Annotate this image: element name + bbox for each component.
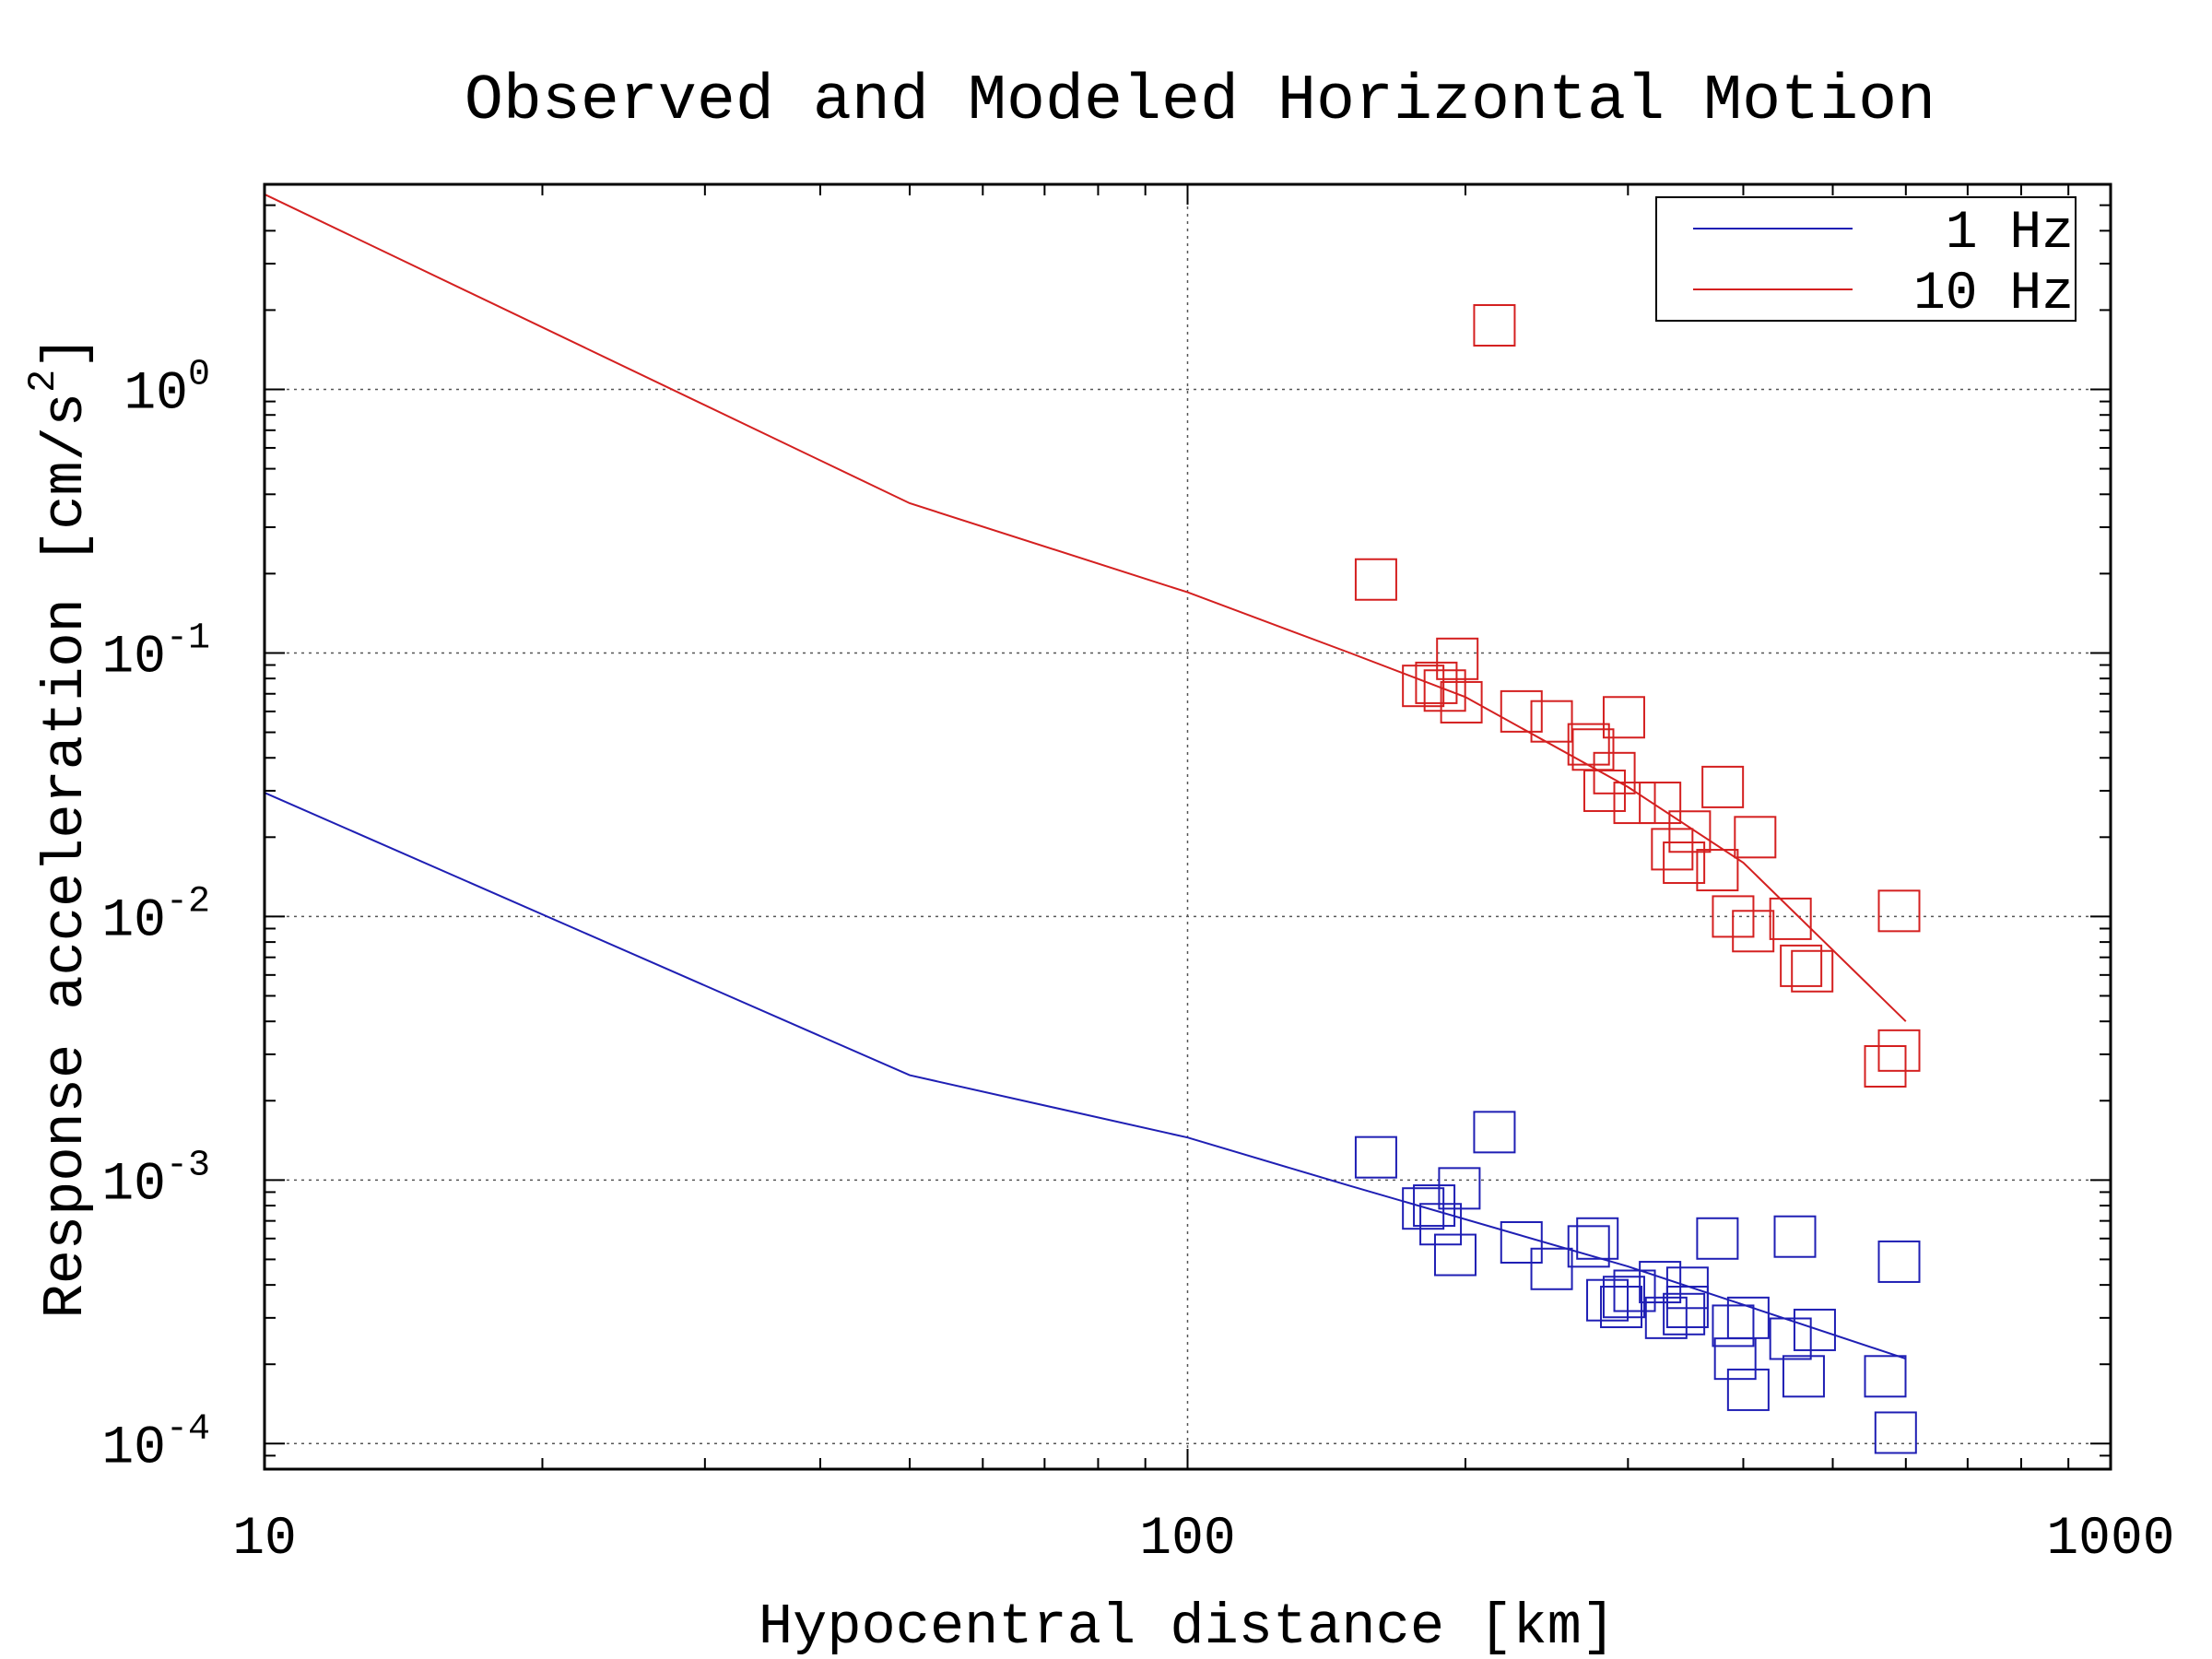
data-point [1402,665,1445,708]
data-point [1613,1269,1656,1312]
data-point [1864,1044,1907,1088]
data-point [1473,304,1516,347]
data-point [1600,1286,1643,1329]
y-tick-label: 10-4 [101,1408,210,1478]
data-point [1726,1296,1770,1339]
data-point [1734,816,1777,859]
data-point [1602,1276,1645,1319]
data-point [1583,769,1626,812]
data-point [1639,1261,1682,1304]
legend-box [1655,196,2077,322]
data-point [1644,1296,1688,1339]
y-tick-label: 10-1 [101,618,210,688]
y-axis-label-exponent: 2 [21,370,65,393]
data-point [1354,558,1397,601]
data-point [1440,680,1483,724]
observed-points-1-hz [1354,1111,1921,1454]
data-point [1793,1308,1836,1351]
legend: 1 Hz 10 Hz [1655,196,2077,324]
data-point [1567,1225,1610,1268]
data-point [1530,700,1573,743]
data-point [1500,1220,1543,1264]
y-tick-label: 10-2 [101,881,210,951]
data-point [1576,1217,1619,1260]
data-point [1413,1184,1456,1228]
x-tick-label: 1000 [2046,1510,2174,1570]
y-axis-label-base: Response acceleration [cm/s [33,393,99,1319]
x-axis-label: Hypocentral distance [km] [759,1594,1616,1659]
data-point [1713,1337,1757,1381]
data-point [1613,782,1656,825]
data-point [1354,1135,1397,1179]
y-axis-label: Response acceleration [cm/s2] [21,335,99,1318]
data-point [1726,1368,1770,1411]
data-point [1602,696,1645,739]
data-point [1433,1233,1477,1277]
x-tick-labels: 10 100 1000 [232,1510,2174,1570]
legend-label-10-hz: 10 Hz [1913,265,2074,324]
data-point [1712,1304,1755,1347]
data-point [1473,1111,1516,1154]
data-point [1732,910,1775,953]
data-point [1586,1278,1630,1322]
chart-title: Observed and Modeled Horizontal Motion [465,65,1936,138]
data-point [1874,1411,1917,1454]
y-tick-label: 10-3 [101,1145,210,1215]
legend-label-1-hz: 1 Hz [1946,204,2074,264]
plot-frame [263,182,2112,1471]
data-point [1696,1217,1739,1260]
data-point [1769,1317,1812,1360]
data-point [1665,1286,1709,1329]
data-point [1438,1167,1481,1210]
y-tick-label: 100 [124,355,210,425]
data-point [1696,849,1739,892]
data-point [1780,944,1823,987]
series-1hz [264,792,1921,1454]
observed-points-10-hz [1354,304,1921,1088]
data-point [1877,1029,1921,1072]
data-point [1877,1240,1921,1283]
data-point [1423,669,1466,712]
x-tick-label: 100 [1139,1510,1235,1570]
x-tick-label: 10 [232,1510,297,1570]
data-point [1864,1355,1907,1398]
data-point [1639,782,1682,825]
data-point [1782,1355,1825,1398]
data-point [1773,1215,1817,1258]
data-point [1791,949,1834,993]
data-point [1530,1247,1573,1290]
grid [265,184,2111,1469]
y-tick-labels: 100 10-1 10-2 10-3 10-4 [101,355,210,1479]
data-point [1769,897,1812,940]
data-point [1663,841,1706,885]
data-point [1651,828,1694,871]
data-point [1402,1187,1445,1230]
series-10hz [264,193,1921,1088]
data-point [1663,1292,1706,1335]
data-point [1436,637,1479,680]
data-point [1500,689,1543,733]
data-point [1567,723,1610,766]
data-point [1668,810,1712,853]
y-axis-label-end: ] [33,335,99,369]
data-point [1419,1203,1463,1246]
data-point [1877,889,1921,933]
data-point [1701,765,1745,808]
model-line-1-hz [264,792,1907,1360]
